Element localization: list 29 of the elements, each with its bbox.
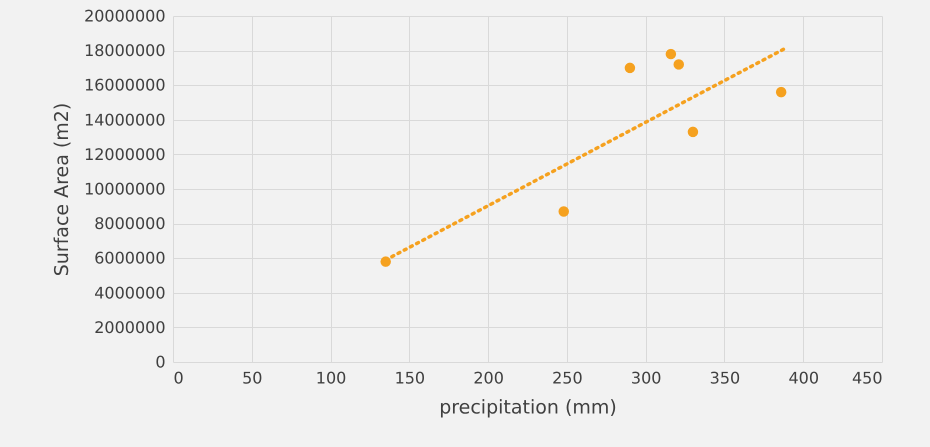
- x-tick-label: 250: [552, 368, 583, 388]
- x-tick-label: 400: [788, 368, 819, 388]
- point: [674, 59, 684, 70]
- y-tick-label: 4000000: [94, 283, 166, 302]
- x-axis-title: precipitation (mm): [439, 396, 617, 418]
- x-tick-label: 0: [174, 368, 184, 388]
- x-tick-label: 150: [394, 368, 426, 388]
- y-tick-label: 20000000: [84, 6, 166, 26]
- point: [558, 206, 569, 217]
- x-tick-label: 100: [316, 368, 346, 388]
- y-tick-label: 8000000: [94, 214, 166, 234]
- y-tick-label: 14000000: [84, 110, 166, 130]
- x-tick-label: 350: [710, 368, 740, 388]
- y-tick-label: 10000000: [84, 180, 166, 198]
- x-tick-label: 50: [242, 368, 262, 388]
- y-tick-label: 12000000: [84, 144, 166, 164]
- y-tick-label: 2000000: [94, 318, 166, 337]
- x-tick-label: 200: [473, 368, 504, 388]
- x-tick-label: 450: [852, 368, 882, 388]
- x-tick-label: 300: [630, 368, 662, 388]
- y-axis-title: Surface Area (m2): [51, 102, 74, 276]
- point: [666, 48, 676, 60]
- point: [688, 126, 698, 138]
- y-tick-label: 0: [155, 352, 166, 372]
- point: [776, 86, 786, 98]
- y-tick-label: 16000000: [84, 76, 166, 95]
- y-tick-label: 18000000: [84, 41, 166, 60]
- y-tick-label: 6000000: [94, 248, 166, 268]
- point: [624, 62, 636, 74]
